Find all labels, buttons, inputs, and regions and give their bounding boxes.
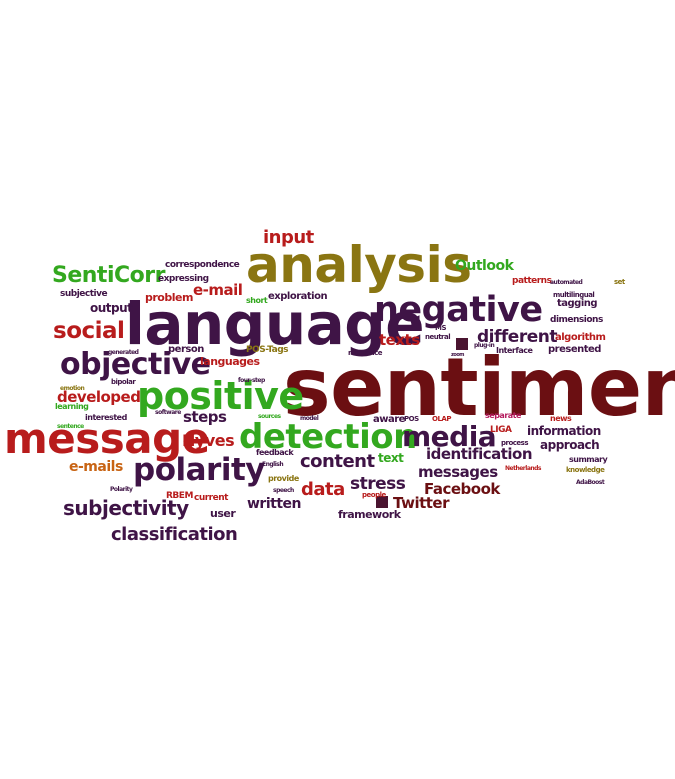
cloud-word: AdaBoost [576,479,605,486]
cloud-word: sentiment [283,341,675,434]
cloud-word: different [477,327,557,347]
cloud-word: short [246,296,268,305]
cloud-word: feedback [256,448,294,457]
cloud-word: neutral [425,333,451,341]
cloud-word: OLAP [432,415,451,423]
cloud-word: message [4,414,210,463]
cloud-word: dimensions [550,315,603,325]
cloud-word: plug-in [474,342,495,349]
cloud-word: Hyves [182,431,235,450]
cloud-word: zoom [451,352,465,358]
cloud-word: correspondence [165,260,240,270]
cloud-word: developed [57,388,141,406]
cloud-word: provide [268,474,299,483]
cloud-word: MS [435,324,447,332]
square-mark [456,338,468,350]
cloud-word: messages [418,463,498,481]
cloud-word: Netherlands [505,465,542,472]
cloud-word: input [263,227,314,248]
cloud-word: knowledge [566,466,605,474]
cloud-word: media [402,420,497,453]
cloud-word: stress [350,474,406,494]
cloud-word: LIGA [490,425,512,435]
cloud-word: Polarity [110,486,133,493]
cloud-word: problem [145,291,193,304]
cloud-word: information [527,424,601,438]
cloud-word: Facebook [424,480,500,498]
cloud-word: automated [550,279,583,286]
cloud-word: software [155,409,181,416]
cloud-word: summary [569,455,608,464]
cloud-word: user [210,507,236,520]
cloud-word: Twitter [393,494,450,512]
cloud-word: exploration [268,291,328,302]
cloud-word: expressing [158,274,209,284]
cloud-word: data [301,479,345,500]
cloud-word: process [501,439,529,447]
cloud-word: relevance [348,349,383,357]
cloud-word: classification [111,524,238,545]
cloud-word: text [378,451,404,465]
square-mark [376,496,388,508]
cloud-word: interested [85,413,127,422]
cloud-word: sentence [57,423,84,430]
cloud-word: POS-Tags [246,345,289,355]
cloud-word: sources [258,413,281,420]
cloud-word: patterns [512,276,552,286]
cloud-word: written [247,496,301,512]
cloud-word: output [90,301,133,315]
cloud-word: detection [239,417,417,457]
cloud-word: tagging [557,298,598,309]
cloud-word: positive [137,374,304,418]
cloud-word: objective [60,347,211,382]
cloud-word: people [362,491,386,499]
cloud-word: learning [55,402,89,411]
cloud-word: POS [404,415,419,423]
cloud-word: Interface [496,346,533,355]
cloud-word: steps [183,408,227,426]
cloud-word: negative [374,290,543,330]
cloud-word: generated [108,349,139,356]
cloud-word: content [300,451,375,472]
cloud-word: subjectivity [63,496,189,520]
cloud-word: emotion [60,385,85,392]
cloud-word: separate [485,411,521,420]
cloud-word: SentiCorr [52,263,165,288]
cloud-word: model [300,415,319,422]
cloud-word: languages [200,355,260,368]
cloud-word: Outlook [455,258,514,274]
cloud-word: speech [273,487,294,494]
cloud-word: four-step [238,377,265,384]
cloud-word: analysis [246,236,472,294]
cloud-word: e-mail [193,281,243,299]
cloud-word: language [125,290,425,358]
cloud-word: approach [540,438,600,452]
cloud-word: current [194,493,228,503]
cloud-word: framework [338,508,401,521]
cloud-word: texts [379,331,420,349]
cloud-word: identification [426,445,533,463]
cloud-word: RBEM [166,491,193,501]
cloud-word: multilingual [553,291,595,299]
cloud-word: social [53,318,125,344]
cloud-word: set [614,278,625,286]
cloud-word: presented [548,344,601,355]
cloud-word: e-mails [69,459,123,475]
cloud-word: bipolar [111,378,136,386]
cloud-word: person [168,344,204,355]
cloud-word: polarity [133,452,265,488]
cloud-word: algorithm [555,332,606,343]
cloud-word: news [550,414,572,423]
cloud-word: English [262,461,284,468]
cloud-word: aware [373,414,405,425]
cloud-word: subjective [60,289,108,299]
